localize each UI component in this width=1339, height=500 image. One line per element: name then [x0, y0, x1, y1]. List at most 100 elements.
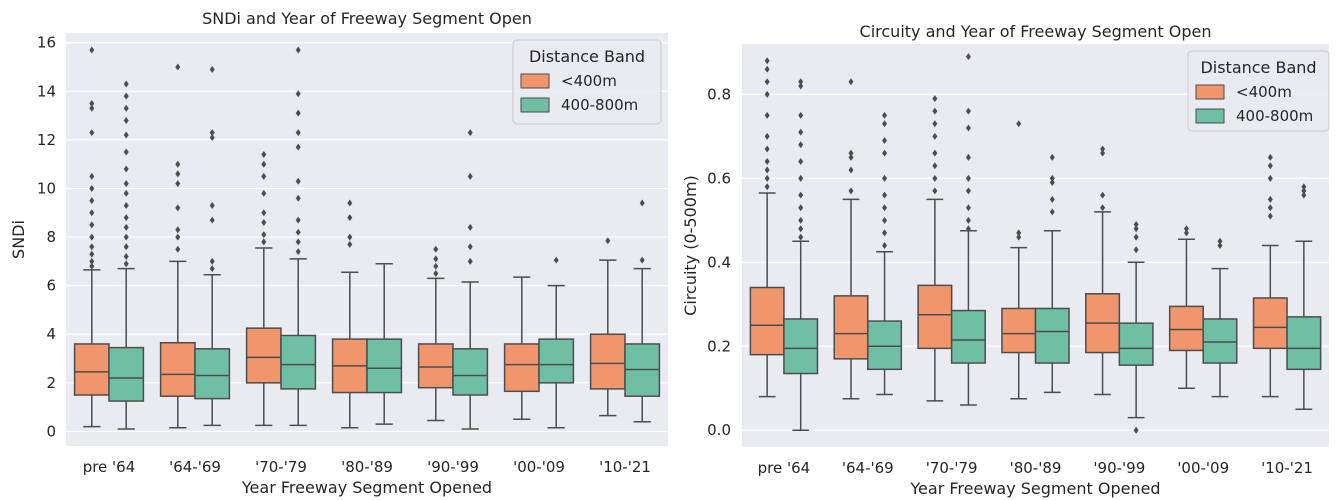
- outlier-point: [89, 172, 95, 180]
- x-axis-label: Year Freeway Segment Opened: [909, 479, 1160, 498]
- outlier-point: [764, 57, 770, 65]
- outlier-point: [882, 191, 888, 199]
- outlier-point: [932, 174, 938, 182]
- box-iqr: [73, 343, 110, 396]
- outlier-point: [1016, 233, 1022, 241]
- box-iqr: [783, 318, 819, 375]
- outlier-point: [123, 223, 129, 231]
- box-iqr: [1168, 305, 1204, 352]
- y-tick-label: 0.2: [707, 337, 731, 355]
- outlier-point: [1016, 120, 1022, 128]
- outlier-point: [965, 216, 971, 224]
- box-iqr: [1118, 322, 1154, 366]
- outlier-point: [882, 204, 888, 212]
- outlier-point: [965, 153, 971, 161]
- outlier-point: [123, 180, 129, 188]
- outlier-point: [261, 150, 267, 158]
- outlier-point: [123, 233, 129, 241]
- outlier-point: [123, 201, 129, 209]
- outlier-point: [123, 260, 129, 268]
- outlier-point: [798, 82, 804, 90]
- outlier-point: [798, 191, 804, 199]
- outlier-point: [848, 166, 854, 174]
- outlier-point: [467, 243, 473, 251]
- box-plot: [1085, 145, 1121, 396]
- outlier-point: [295, 177, 301, 185]
- outlier-point: [1100, 149, 1106, 157]
- outlier-point: [433, 245, 439, 253]
- chart-title: Circuity and Year of Freeway Segment Ope…: [860, 22, 1212, 41]
- x-tick-label: '70-'79: [926, 459, 978, 477]
- outlier-point: [295, 143, 301, 151]
- outlier-point: [639, 256, 645, 264]
- x-tick-label: '10-'21: [599, 458, 651, 476]
- outlier-point: [1301, 187, 1307, 195]
- chart-title: SNDi and Year of Freeway Segment Open: [202, 9, 532, 28]
- outlier-point: [123, 243, 129, 251]
- box-plot: [1202, 237, 1238, 398]
- legend-label: 400-800m: [1236, 107, 1313, 125]
- outlier-point: [1267, 212, 1273, 220]
- box-plot: [73, 46, 110, 428]
- outlier-point: [209, 265, 215, 273]
- legend-title: Distance Band: [1200, 58, 1316, 77]
- outlier-point: [798, 233, 804, 241]
- outlier-point: [605, 237, 611, 245]
- box-iqr: [1252, 297, 1288, 350]
- x-tick-label: '70-'79: [255, 458, 307, 476]
- y-tick-label: 0.4: [707, 253, 731, 271]
- legend-label: <400m: [1236, 83, 1292, 101]
- y-tick-label: 8: [46, 228, 56, 246]
- x-tick-label: '00-'09: [1177, 459, 1229, 477]
- box-plot: [867, 111, 903, 396]
- box-plot: [159, 63, 196, 429]
- legend-swatch: [1195, 84, 1225, 100]
- outlier-point: [261, 238, 267, 246]
- outlier-point: [89, 250, 95, 258]
- x-tick-label: '64-'69: [842, 459, 894, 477]
- outlier-point: [123, 92, 129, 100]
- box-plot: [917, 95, 953, 402]
- outlier-point: [123, 104, 129, 112]
- outlier-point: [1133, 233, 1139, 241]
- outlier-point: [1133, 225, 1139, 233]
- outlier-point: [932, 132, 938, 140]
- box-iqr: [589, 333, 626, 390]
- box-plot: [366, 263, 403, 425]
- outlier-point: [764, 132, 770, 140]
- y-tick-label: 12: [37, 131, 56, 149]
- outlier-point: [798, 174, 804, 182]
- box-iqr: [1034, 307, 1070, 364]
- outlier-point: [175, 63, 181, 71]
- outlier-point: [89, 99, 95, 107]
- outlier-point: [433, 255, 439, 263]
- box-iqr: [417, 343, 454, 389]
- outlier-point: [1267, 174, 1273, 182]
- outlier-point: [798, 78, 804, 86]
- outlier-point: [261, 172, 267, 180]
- box-iqr: [833, 295, 869, 360]
- box-plot: [503, 276, 540, 421]
- outlier-point: [1049, 195, 1055, 203]
- y-tick-label: 2: [46, 374, 56, 392]
- outlier-point: [882, 216, 888, 224]
- x-tick-label: '64-'69: [169, 458, 221, 476]
- box-iqr: [280, 334, 317, 390]
- outlier-point: [89, 209, 95, 217]
- outlier-point: [882, 149, 888, 157]
- outlier-point: [295, 90, 301, 98]
- outlier-point: [1267, 195, 1273, 203]
- chart-panel-2: 0.0 0.2 0.4 0.6 0.8 pre '64 '64-'69 '70-'79 '80-…: [681, 22, 1330, 498]
- outlier-point: [209, 133, 215, 141]
- outlier-point: [764, 90, 770, 98]
- x-tick-label: '00-'09: [513, 458, 565, 476]
- outlier-point: [798, 204, 804, 212]
- outlier-point: [175, 180, 181, 188]
- outlier-point: [433, 270, 439, 278]
- outlier-point: [1301, 183, 1307, 191]
- box-plot: [280, 46, 317, 427]
- outlier-point: [639, 199, 645, 207]
- box-iqr: [452, 348, 489, 396]
- outlier-point: [1267, 153, 1273, 161]
